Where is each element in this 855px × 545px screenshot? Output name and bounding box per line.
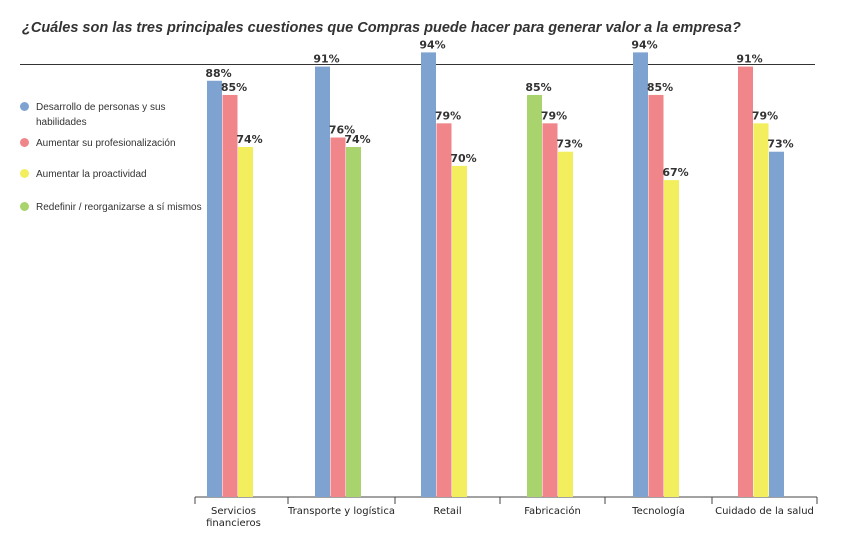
legend-label-redefinir: Redefinir / reorganizarse a sí mismos xyxy=(36,202,202,213)
bar-value-label-2-0: 94% xyxy=(419,38,445,51)
bar-value-label-1-0: 91% xyxy=(313,53,339,66)
bar-value-label-4-1: 85% xyxy=(647,81,673,94)
bar-2-1 xyxy=(436,123,452,497)
bar-3-2 xyxy=(558,151,573,497)
category-label-1: Transporte y logística xyxy=(287,505,395,517)
bar-4-2 xyxy=(664,180,679,497)
bar-5-2 xyxy=(769,151,784,497)
bar-value-label-4-2: 67% xyxy=(662,166,688,179)
bar-1-2 xyxy=(346,146,361,498)
legend-swatch-redefinir xyxy=(20,202,29,211)
legend-swatch-proactividad xyxy=(20,169,29,178)
category-label-5: Cuidado de la salud xyxy=(715,506,814,517)
bar-5-1 xyxy=(753,123,769,497)
bar-value-label-3-2: 73% xyxy=(556,138,582,151)
bar-value-label-5-0: 91% xyxy=(736,53,762,66)
bar-value-label-1-1: 76% xyxy=(329,124,355,137)
bar-value-label-3-1: 79% xyxy=(541,109,567,122)
bar-0-0 xyxy=(207,80,222,497)
bar-value-label-2-2: 70% xyxy=(450,152,476,165)
chart-title: ¿Cuáles son las tres principales cuestio… xyxy=(22,20,741,36)
bar-5-0 xyxy=(738,66,753,497)
bar-value-label-5-2: 73% xyxy=(767,138,793,151)
title-divider xyxy=(20,64,815,65)
bar-2-0 xyxy=(421,52,436,497)
bar-0-2 xyxy=(238,146,253,498)
category-label-3: Fabricación xyxy=(524,505,581,517)
bar-value-label-2-1: 79% xyxy=(435,109,461,122)
bar-1-0 xyxy=(315,66,330,497)
bar-value-label-1-2: 74% xyxy=(344,133,370,146)
legend-swatch-profesionalizacion xyxy=(20,138,29,147)
bar-4-0 xyxy=(633,52,648,497)
category-label-0: Servicios financieros xyxy=(206,506,261,529)
bar-3-0 xyxy=(527,94,542,497)
category-label-2: Retail xyxy=(433,506,461,517)
bar-4-1 xyxy=(648,94,664,497)
category-label-4: Tecnología xyxy=(631,505,685,517)
bar-3-1 xyxy=(542,123,558,497)
bar-1-1 xyxy=(330,137,346,497)
legend-label-proactividad: Aumentar la proactividad xyxy=(36,169,147,180)
bar-value-label-3-0: 85% xyxy=(525,81,551,94)
bar-0-1 xyxy=(222,94,238,497)
legend-label-profesionalizacion: Aumentar su profesionalización xyxy=(36,138,176,149)
legend-swatch-desarrollo xyxy=(20,102,29,111)
bar-value-label-4-0: 94% xyxy=(631,38,657,51)
bar-value-label-0-2: 74% xyxy=(236,133,262,146)
bar-2-2 xyxy=(452,165,467,497)
bar-value-label-0-0: 88% xyxy=(205,67,231,80)
bar-value-label-5-1: 79% xyxy=(752,109,778,122)
legend-label-desarrollo: Desarrollo de personas y sus habilidades xyxy=(36,102,166,128)
bar-value-label-0-1: 85% xyxy=(221,81,247,94)
